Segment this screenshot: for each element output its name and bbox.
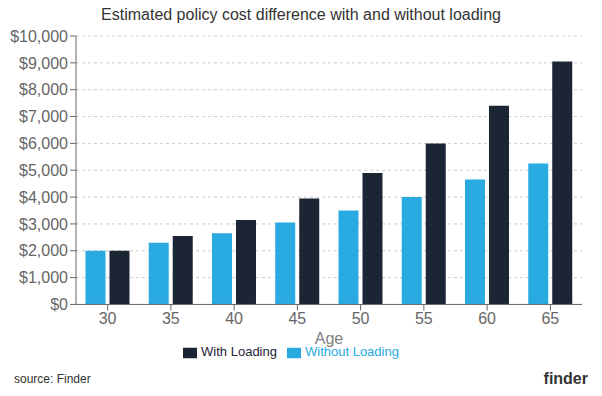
svg-text:$2,000: $2,000	[19, 242, 68, 259]
html-text:With Loading: With Loading	[201, 344, 277, 360]
svg-text:$8,000: $8,000	[19, 81, 68, 98]
svg-text:60: 60	[478, 310, 496, 327]
html-text:finder: finder	[543, 370, 588, 387]
svg-text:Age: Age	[315, 330, 344, 347]
svg-text:65: 65	[541, 310, 559, 327]
html-text:Without Loading: Without Loading	[305, 344, 399, 360]
svg-text:$4,000: $4,000	[19, 189, 68, 206]
svg-text:$7,000: $7,000	[19, 108, 68, 125]
svg-text:$3,000: $3,000	[19, 216, 68, 233]
svg-text:$5,000: $5,000	[19, 162, 68, 179]
svg-text:45: 45	[288, 310, 306, 327]
svg-text:$10,000: $10,000	[10, 30, 68, 45]
svg-text:30: 30	[99, 310, 117, 327]
svg-text:50: 50	[352, 310, 370, 327]
svg-text:55: 55	[415, 310, 433, 327]
svg-text:35: 35	[162, 310, 180, 327]
svg-text:$9,000: $9,000	[19, 55, 68, 72]
svg-text:40: 40	[225, 310, 243, 327]
html-text:Estimated policy cost differen: Estimated policy cost difference with an…	[101, 6, 501, 23]
svg-text:$6,000: $6,000	[19, 135, 68, 152]
html-text:source: Finder: source: Finder	[14, 372, 91, 386]
svg-text:$0: $0	[50, 296, 68, 313]
svg-text:$1,000: $1,000	[19, 269, 68, 286]
